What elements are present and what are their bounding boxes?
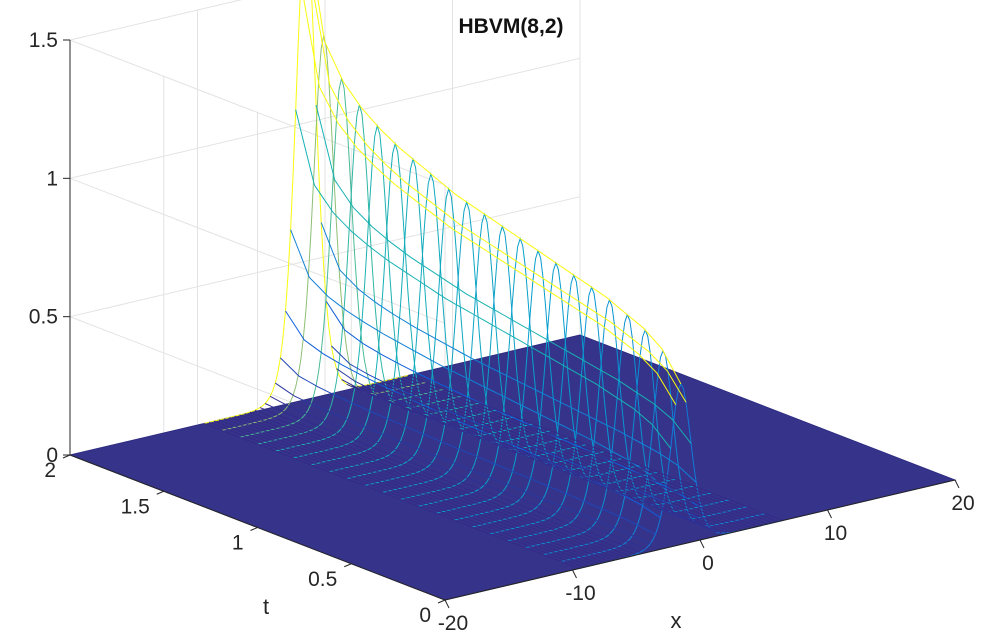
- t-tick-mark: [437, 599, 446, 604]
- mesh-line-x: [320, 222, 697, 483]
- mesh-line-x: [402, 376, 778, 523]
- x-tick-mark: [827, 509, 832, 519]
- mesh-line-x: [208, 421, 585, 568]
- x-tick-label: -10: [565, 582, 595, 605]
- mesh-line-x: [290, 229, 666, 490]
- x-tick-label: 0: [702, 552, 714, 575]
- mesh-line-x: [229, 417, 605, 563]
- x-tick-label: -20: [438, 612, 468, 634]
- mesh-line-x: [377, 382, 753, 529]
- mesh-line-x: [234, 415, 610, 562]
- mesh-line-x: [351, 385, 727, 534]
- t-tick-label: 0: [419, 604, 431, 627]
- t-tick-mark: [344, 563, 352, 568]
- mesh-line-x: [356, 385, 733, 533]
- mesh-line-x: [249, 411, 625, 558]
- x-tick-mark: [572, 569, 577, 579]
- t-tick-label: 1: [232, 532, 244, 555]
- x-axis-label: x: [671, 608, 682, 633]
- mesh-line-x: [269, 395, 646, 550]
- mesh-line-x: [392, 378, 768, 525]
- chart-title: HBVM(8,2): [458, 15, 563, 38]
- floor-plane: [68, 334, 957, 601]
- t-tick-label: 1.5: [121, 495, 150, 518]
- mesh-line-x: [397, 377, 773, 524]
- mesh-line-x: [259, 407, 636, 555]
- mesh-line-x: [275, 382, 651, 545]
- mesh-line-x: [203, 423, 580, 569]
- mesh-line-x: [372, 383, 748, 530]
- t-tick-mark: [250, 527, 258, 531]
- z-tick-label: 0: [46, 444, 58, 467]
- mesh-line-x: [219, 419, 595, 566]
- mesh-line-x: [387, 379, 763, 526]
- z-tick-label: 1: [46, 167, 58, 190]
- mesh-line-x: [407, 375, 784, 521]
- mesh-line-x: [303, 0, 677, 405]
- mesh-line-t: [203, 0, 409, 424]
- x-tick-mark: [954, 479, 960, 489]
- t-tick-mark: [156, 490, 164, 495]
- mesh-line-x: [280, 357, 656, 535]
- z-tick-label: 1.5: [29, 29, 58, 52]
- mesh-line-x: [239, 414, 615, 561]
- t-tick-label: 0.5: [308, 568, 337, 591]
- mesh-line-x: [382, 381, 758, 527]
- mesh-line-x: [315, 104, 692, 444]
- mesh-line-x: [254, 409, 631, 557]
- y-axis-label: t: [263, 594, 269, 619]
- mesh-line-x: [346, 383, 722, 534]
- mesh-line-x: [295, 109, 672, 449]
- t-tick-label: 2: [44, 459, 56, 482]
- mesh-line-x: [285, 310, 661, 519]
- mesh-line-x: [314, 0, 687, 403]
- mesh-line-x: [224, 418, 600, 565]
- mesh-line-x: [244, 413, 620, 560]
- x-tick-mark: [444, 599, 450, 609]
- x-tick-label: 10: [824, 522, 847, 545]
- x-tick-label: 20: [951, 492, 974, 515]
- z-tick-label: 0.5: [29, 306, 58, 329]
- mesh-line-x: [317, 0, 682, 385]
- mesh-line-x: [213, 420, 590, 567]
- mesh-line-x: [366, 384, 743, 531]
- mesh-line-x: [361, 385, 738, 532]
- floor-surface: [68, 334, 957, 601]
- surface-mesh: [203, 0, 784, 569]
- x-tick-mark: [699, 539, 705, 549]
- mesh-line-x: [264, 403, 641, 553]
